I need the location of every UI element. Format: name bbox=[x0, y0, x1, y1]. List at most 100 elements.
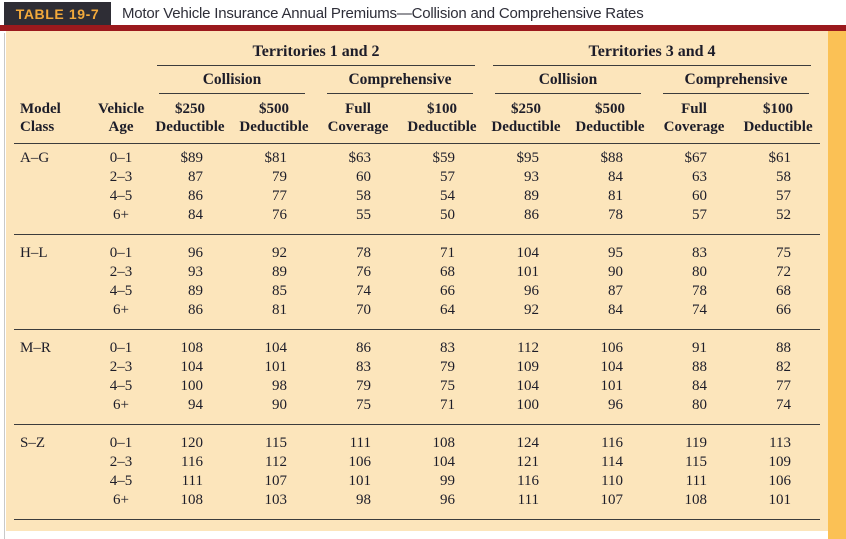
table-title-bar: TABLE 19-7 Motor Vehicle Insurance Annua… bbox=[0, 0, 846, 26]
premium-cell: 113 bbox=[736, 424, 821, 453]
premium-cell: 104 bbox=[516, 378, 540, 394]
premium-cell: 109 bbox=[516, 359, 540, 375]
vehicle-age-cell: 2–3 bbox=[109, 264, 133, 280]
vehicle-age-cell: 2–3 bbox=[109, 454, 133, 470]
premium-cell: 83 bbox=[356, 359, 371, 375]
premium-cell: 58 bbox=[776, 169, 792, 185]
data-row: 6+ 108 103 98 96 111 107 108 101 bbox=[14, 491, 821, 520]
vehicle-age-cell: 0–1 bbox=[94, 329, 148, 358]
premium-cell: 112 bbox=[484, 329, 569, 358]
premium-cell: $67 bbox=[684, 150, 708, 166]
premium-cell: 109 bbox=[768, 454, 792, 470]
column-header-row: Model Class Vehicle Age $250 Deductible $500 De… bbox=[14, 94, 821, 144]
premium-cell: 107 bbox=[264, 473, 288, 489]
vehicle-age-cell: 6+ bbox=[113, 207, 129, 223]
premium-cell: $81 bbox=[264, 150, 288, 166]
data-row: S–Z 0–1 120 115 111 108 124 116 119 113 bbox=[14, 424, 821, 453]
premium-cell: 66 bbox=[440, 283, 456, 299]
model-class-cell bbox=[14, 282, 94, 301]
premium-cell: 82 bbox=[776, 359, 792, 375]
model-class-cell bbox=[14, 358, 94, 377]
premium-cell: 108 bbox=[148, 491, 232, 520]
premium-cell: 86 bbox=[316, 329, 400, 358]
table-body: A–G 0–1 $89 $81 $63 $59 $95 $88 $67 $61 2–3 87 79 60 5… bbox=[14, 144, 821, 520]
premium-cell: 89 bbox=[188, 283, 203, 299]
premium-cell: 74 bbox=[356, 283, 371, 299]
premium-cell: 111 bbox=[181, 473, 203, 489]
premium-cell: 57 bbox=[776, 188, 792, 204]
premium-cell: 76 bbox=[356, 264, 371, 280]
premium-cell: 111 bbox=[316, 424, 400, 453]
table-title: Motor Vehicle Insurance Annual Premiums—… bbox=[122, 5, 644, 22]
data-row: M–R 0–1 108 104 86 83 112 106 91 88 bbox=[14, 329, 821, 358]
premium-cell: 96 bbox=[524, 283, 540, 299]
column-header-t34-collision-250-deductible: $250 Deductible bbox=[484, 94, 569, 144]
premium-cell: 111 bbox=[484, 491, 569, 520]
premium-cell: 115 bbox=[232, 424, 316, 453]
premium-cell: 116 bbox=[568, 424, 653, 453]
data-row: H–L 0–1 96 92 78 71 104 95 83 75 bbox=[14, 234, 821, 263]
model-class-cell: M–R bbox=[14, 329, 94, 358]
premium-cell: 98 bbox=[272, 378, 287, 394]
premium-cell: 101 bbox=[264, 359, 288, 375]
premium-table: Territories 1 and 2 Territories 3 and 4 … bbox=[14, 35, 821, 520]
territory-header-row: Territories 1 and 2 Territories 3 and 4 bbox=[14, 35, 820, 66]
model-class-cell bbox=[14, 472, 94, 491]
premium-cell: 84 bbox=[608, 169, 624, 185]
premium-cell: 100 bbox=[180, 378, 204, 394]
premium-cell: 94 bbox=[188, 397, 203, 413]
vehicle-age-cell: 4–5 bbox=[109, 283, 133, 299]
premium-cell: 96 bbox=[400, 491, 485, 520]
premium-cell: 91 bbox=[652, 329, 737, 358]
model-class-cell: H–L bbox=[14, 234, 94, 263]
t12-collision-label: Collision bbox=[159, 71, 305, 94]
premium-cell: 68 bbox=[440, 264, 456, 280]
premium-cell: 87 bbox=[608, 283, 624, 299]
premium-cell: 84 bbox=[188, 207, 203, 223]
premium-cell: 79 bbox=[440, 359, 456, 375]
vehicle-age-cell: 4–5 bbox=[109, 378, 133, 394]
premium-cell: 95 bbox=[568, 234, 653, 263]
data-row: 4–5 89 85 74 66 96 87 78 68 bbox=[14, 282, 820, 301]
premium-cell: $95 bbox=[516, 150, 540, 166]
premium-cell: 92 bbox=[232, 234, 316, 263]
premium-cell: 71 bbox=[440, 397, 456, 413]
premium-cell: 116 bbox=[517, 473, 540, 489]
premium-cell: 104 bbox=[484, 234, 569, 263]
premium-cell: 99 bbox=[440, 473, 456, 489]
model-class-cell bbox=[14, 263, 94, 282]
model-class-cell: A–G bbox=[20, 150, 50, 166]
vehicle-age-cell: 6+ bbox=[94, 491, 148, 520]
territories-3-4-header: Territories 3 and 4 bbox=[484, 35, 820, 66]
premium-cell: 120 bbox=[148, 424, 232, 453]
data-row: 2–3 116 112 106 104 121 114 115 109 bbox=[14, 453, 820, 472]
premium-cell: 79 bbox=[272, 169, 287, 185]
vehicle-age-cell: 4–5 bbox=[109, 473, 133, 489]
model-class-cell bbox=[14, 377, 94, 396]
model-class-cell bbox=[14, 396, 94, 425]
premium-cell: 76 bbox=[272, 207, 287, 223]
premium-cell: 64 bbox=[440, 302, 456, 318]
column-header-t34-collision-500-deductible: $500 Deductible bbox=[568, 94, 653, 144]
premium-cell: 112 bbox=[265, 454, 287, 470]
vehicle-age-cell: 0–1 bbox=[94, 234, 148, 263]
premium-cell: 108 bbox=[148, 329, 232, 358]
model-class-cell bbox=[14, 301, 94, 330]
data-row: 4–5 86 77 58 54 89 81 60 57 bbox=[14, 187, 820, 206]
premium-cell: 111 bbox=[685, 473, 708, 489]
premium-cell: $89 bbox=[180, 150, 204, 166]
premium-cell: 74 bbox=[776, 397, 792, 413]
t12-comprehensive-header: Comprehensive bbox=[316, 66, 484, 94]
premium-cell: 84 bbox=[692, 378, 708, 394]
premium-cell: 87 bbox=[188, 169, 203, 185]
data-row: A–G 0–1 $89 $81 $63 $59 $95 $88 $67 $61 bbox=[14, 144, 820, 169]
title-rule bbox=[0, 25, 846, 31]
territory-header-spacer bbox=[14, 35, 148, 66]
premium-cell: 78 bbox=[692, 283, 708, 299]
premium-cell: 86 bbox=[188, 302, 203, 318]
premium-cell: 104 bbox=[432, 454, 456, 470]
premium-cell: 96 bbox=[608, 397, 624, 413]
page-edge-line bbox=[4, 33, 5, 539]
data-row: 6+ 94 90 75 71 100 96 80 74 bbox=[14, 396, 820, 425]
premium-cell: 98 bbox=[316, 491, 400, 520]
